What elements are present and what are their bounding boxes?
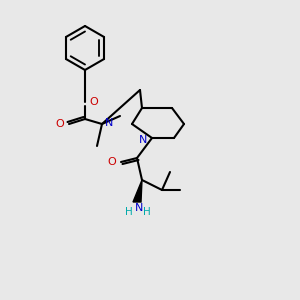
- Text: N: N: [139, 135, 147, 145]
- Text: N: N: [105, 118, 113, 128]
- Text: O: O: [89, 97, 98, 107]
- Text: H: H: [125, 207, 133, 217]
- Text: N: N: [135, 203, 143, 213]
- Text: H: H: [143, 207, 151, 217]
- Text: O: O: [55, 119, 64, 129]
- Polygon shape: [133, 180, 142, 202]
- Text: O: O: [107, 157, 116, 167]
